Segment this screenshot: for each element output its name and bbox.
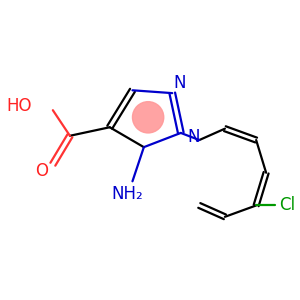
Text: HO: HO: [6, 97, 31, 115]
Text: Cl: Cl: [279, 196, 295, 214]
Text: O: O: [35, 162, 48, 180]
Text: N: N: [173, 74, 186, 92]
Circle shape: [133, 102, 164, 133]
Text: N: N: [188, 128, 200, 146]
Text: NH₂: NH₂: [111, 185, 143, 203]
